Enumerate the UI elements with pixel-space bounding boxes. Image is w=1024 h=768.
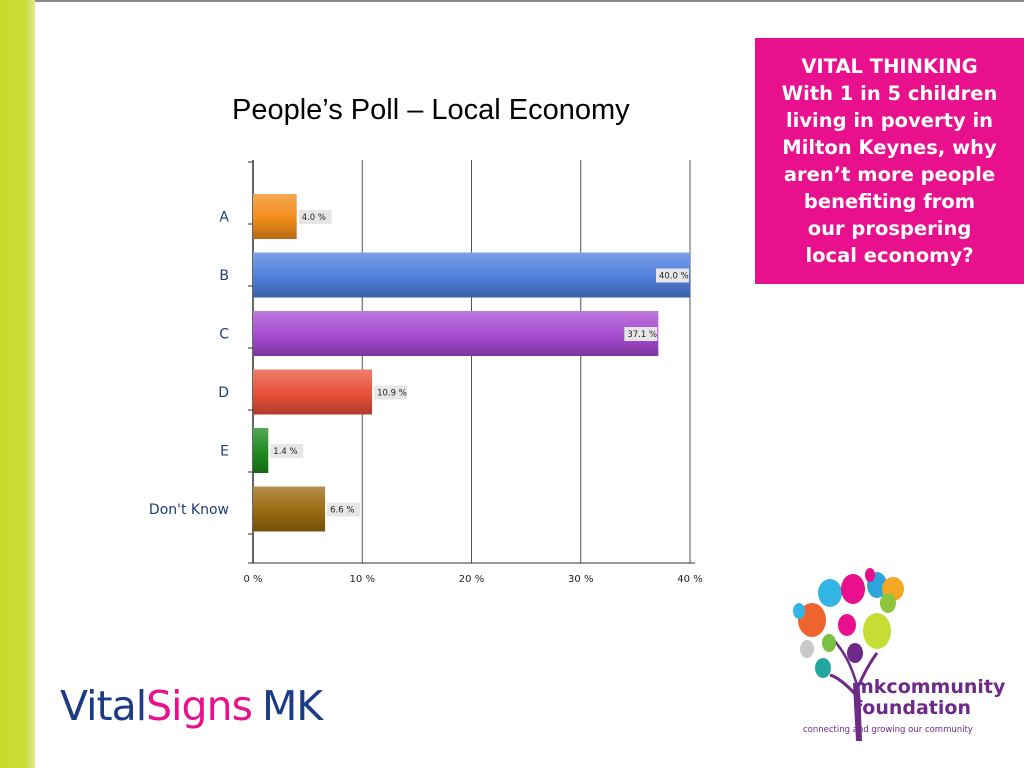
- data-label: 4.0 %: [302, 213, 326, 223]
- tree-branch: [829, 673, 858, 697]
- tree-trunk: [853, 683, 862, 741]
- chart-bars: [253, 194, 690, 532]
- category-label: D: [218, 385, 229, 401]
- category-label: A: [219, 210, 229, 226]
- x-tick-label: 10 %: [350, 574, 375, 585]
- category-label: B: [219, 268, 229, 284]
- logo-word-signs: Signs: [146, 682, 253, 730]
- logo-word-mk: MK: [261, 682, 323, 730]
- tree-branch: [856, 652, 879, 688]
- tree-leaf: [822, 634, 836, 652]
- data-label-box: [327, 502, 361, 517]
- callout-line: living in poverty in: [785, 109, 994, 132]
- mk-foundation-tagline: connecting and growing our community: [803, 725, 973, 735]
- callout-line: benefiting from: [803, 190, 976, 213]
- x-tick-label: 30 %: [568, 574, 593, 585]
- top-divider: [35, 0, 1024, 2]
- bar: [253, 311, 659, 356]
- vital-thinking-callout: VITAL THINKING With 1 in 5 children livi…: [755, 38, 1024, 284]
- tree-leaf: [800, 640, 814, 658]
- data-label: 1.4 %: [273, 447, 297, 457]
- data-label-box: [298, 210, 332, 224]
- tree-leaf: [798, 603, 826, 637]
- mk-community-foundation-tree-logo: [793, 568, 904, 741]
- vitalsigns-mk-logo: VitalSigns MK: [60, 682, 323, 730]
- tree-leaf: [880, 593, 896, 613]
- x-tick-label: 0 %: [243, 574, 262, 585]
- callout-text: VITAL THINKING With 1 in 5 children livi…: [759, 53, 1021, 269]
- left-accent-stripe: [0, 0, 35, 768]
- chart-labels: 0 % 10 % 20 % 30 % 40 % A 4.0 % B 40.0 % C 37.1 % D…: [149, 210, 703, 586]
- category-label: E: [220, 444, 229, 460]
- callout-line: aren’t more people: [783, 163, 996, 186]
- mk-foundation-name: mkcommunity foundation: [854, 677, 1014, 719]
- callout-heading: VITAL THINKING: [801, 55, 978, 78]
- data-label: 6.6 %: [330, 506, 354, 516]
- tree-leaf: [863, 613, 891, 649]
- category-label: Don't Know: [149, 502, 229, 518]
- bar: [253, 428, 269, 473]
- data-label: 40.0 %: [659, 272, 689, 282]
- data-label: 37.1 %: [627, 330, 657, 340]
- x-tick-label: 20 %: [459, 574, 484, 585]
- tree-leaf: [847, 643, 863, 663]
- tree-leaf: [838, 614, 856, 636]
- tree-leaf: [865, 568, 875, 582]
- tree-leaf: [841, 574, 865, 604]
- bar: [253, 369, 373, 415]
- category-label: C: [219, 327, 229, 343]
- tree-leaf: [793, 603, 805, 619]
- mk-name-line: foundation: [854, 697, 971, 719]
- data-label-box: [270, 444, 304, 458]
- tree-leaf: [818, 579, 842, 607]
- x-tick-label: 40 %: [677, 574, 702, 585]
- data-label-box: [656, 268, 689, 283]
- data-label-box: [624, 327, 658, 341]
- data-label-box: [374, 385, 408, 400]
- bar: [253, 486, 326, 532]
- callout-line: Milton Keynes, why: [782, 136, 997, 159]
- callout-line: our prospering: [807, 217, 972, 240]
- logo-word-vital: Vital: [60, 682, 147, 730]
- slide-title: People’s Poll – Local Economy: [232, 94, 630, 126]
- bar: [253, 194, 297, 239]
- callout-line: With 1 in 5 children: [781, 82, 998, 105]
- tree-leaf: [815, 658, 831, 678]
- callout-line: local economy?: [805, 244, 974, 267]
- data-label: 10.9 %: [377, 389, 407, 399]
- bar: [253, 252, 690, 298]
- mk-name-line: mkcommunity: [854, 676, 1006, 698]
